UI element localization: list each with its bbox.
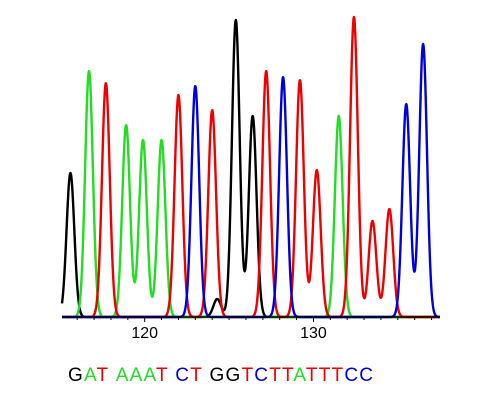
base-call-C: C <box>344 365 359 386</box>
base-call-C: C <box>175 365 190 386</box>
base-call-G: G <box>225 365 241 386</box>
trace-layer <box>60 15 441 319</box>
base-call-T: T <box>96 365 109 386</box>
base-call-T: T <box>332 365 345 386</box>
base-call-C: C <box>254 365 269 386</box>
base-call-T: T <box>241 365 254 386</box>
base-call-T: T <box>190 365 203 386</box>
base-call-T: T <box>319 365 332 386</box>
base-call-G: G <box>209 365 225 386</box>
base-call-A: A <box>116 365 130 386</box>
base-call-A: A <box>144 365 157 386</box>
base-call-A: A <box>293 365 306 386</box>
base-call-A: A <box>130 365 144 386</box>
base-call-A: A <box>84 365 97 386</box>
base-call-T: T <box>282 365 294 386</box>
base-call-T: T <box>269 365 282 386</box>
base-call-C: C <box>359 365 374 386</box>
base-call-G: G <box>68 365 84 386</box>
base-call-T: T <box>156 365 169 386</box>
x-tick-label: 130 <box>300 325 327 342</box>
base-call-sequence: GAT AAAT CT GGTCTTATTTCC <box>68 365 374 386</box>
x-tick-label: 120 <box>131 325 158 342</box>
base-call-T: T <box>306 365 319 386</box>
x-axis-ticks: 120 130 <box>76 317 433 342</box>
